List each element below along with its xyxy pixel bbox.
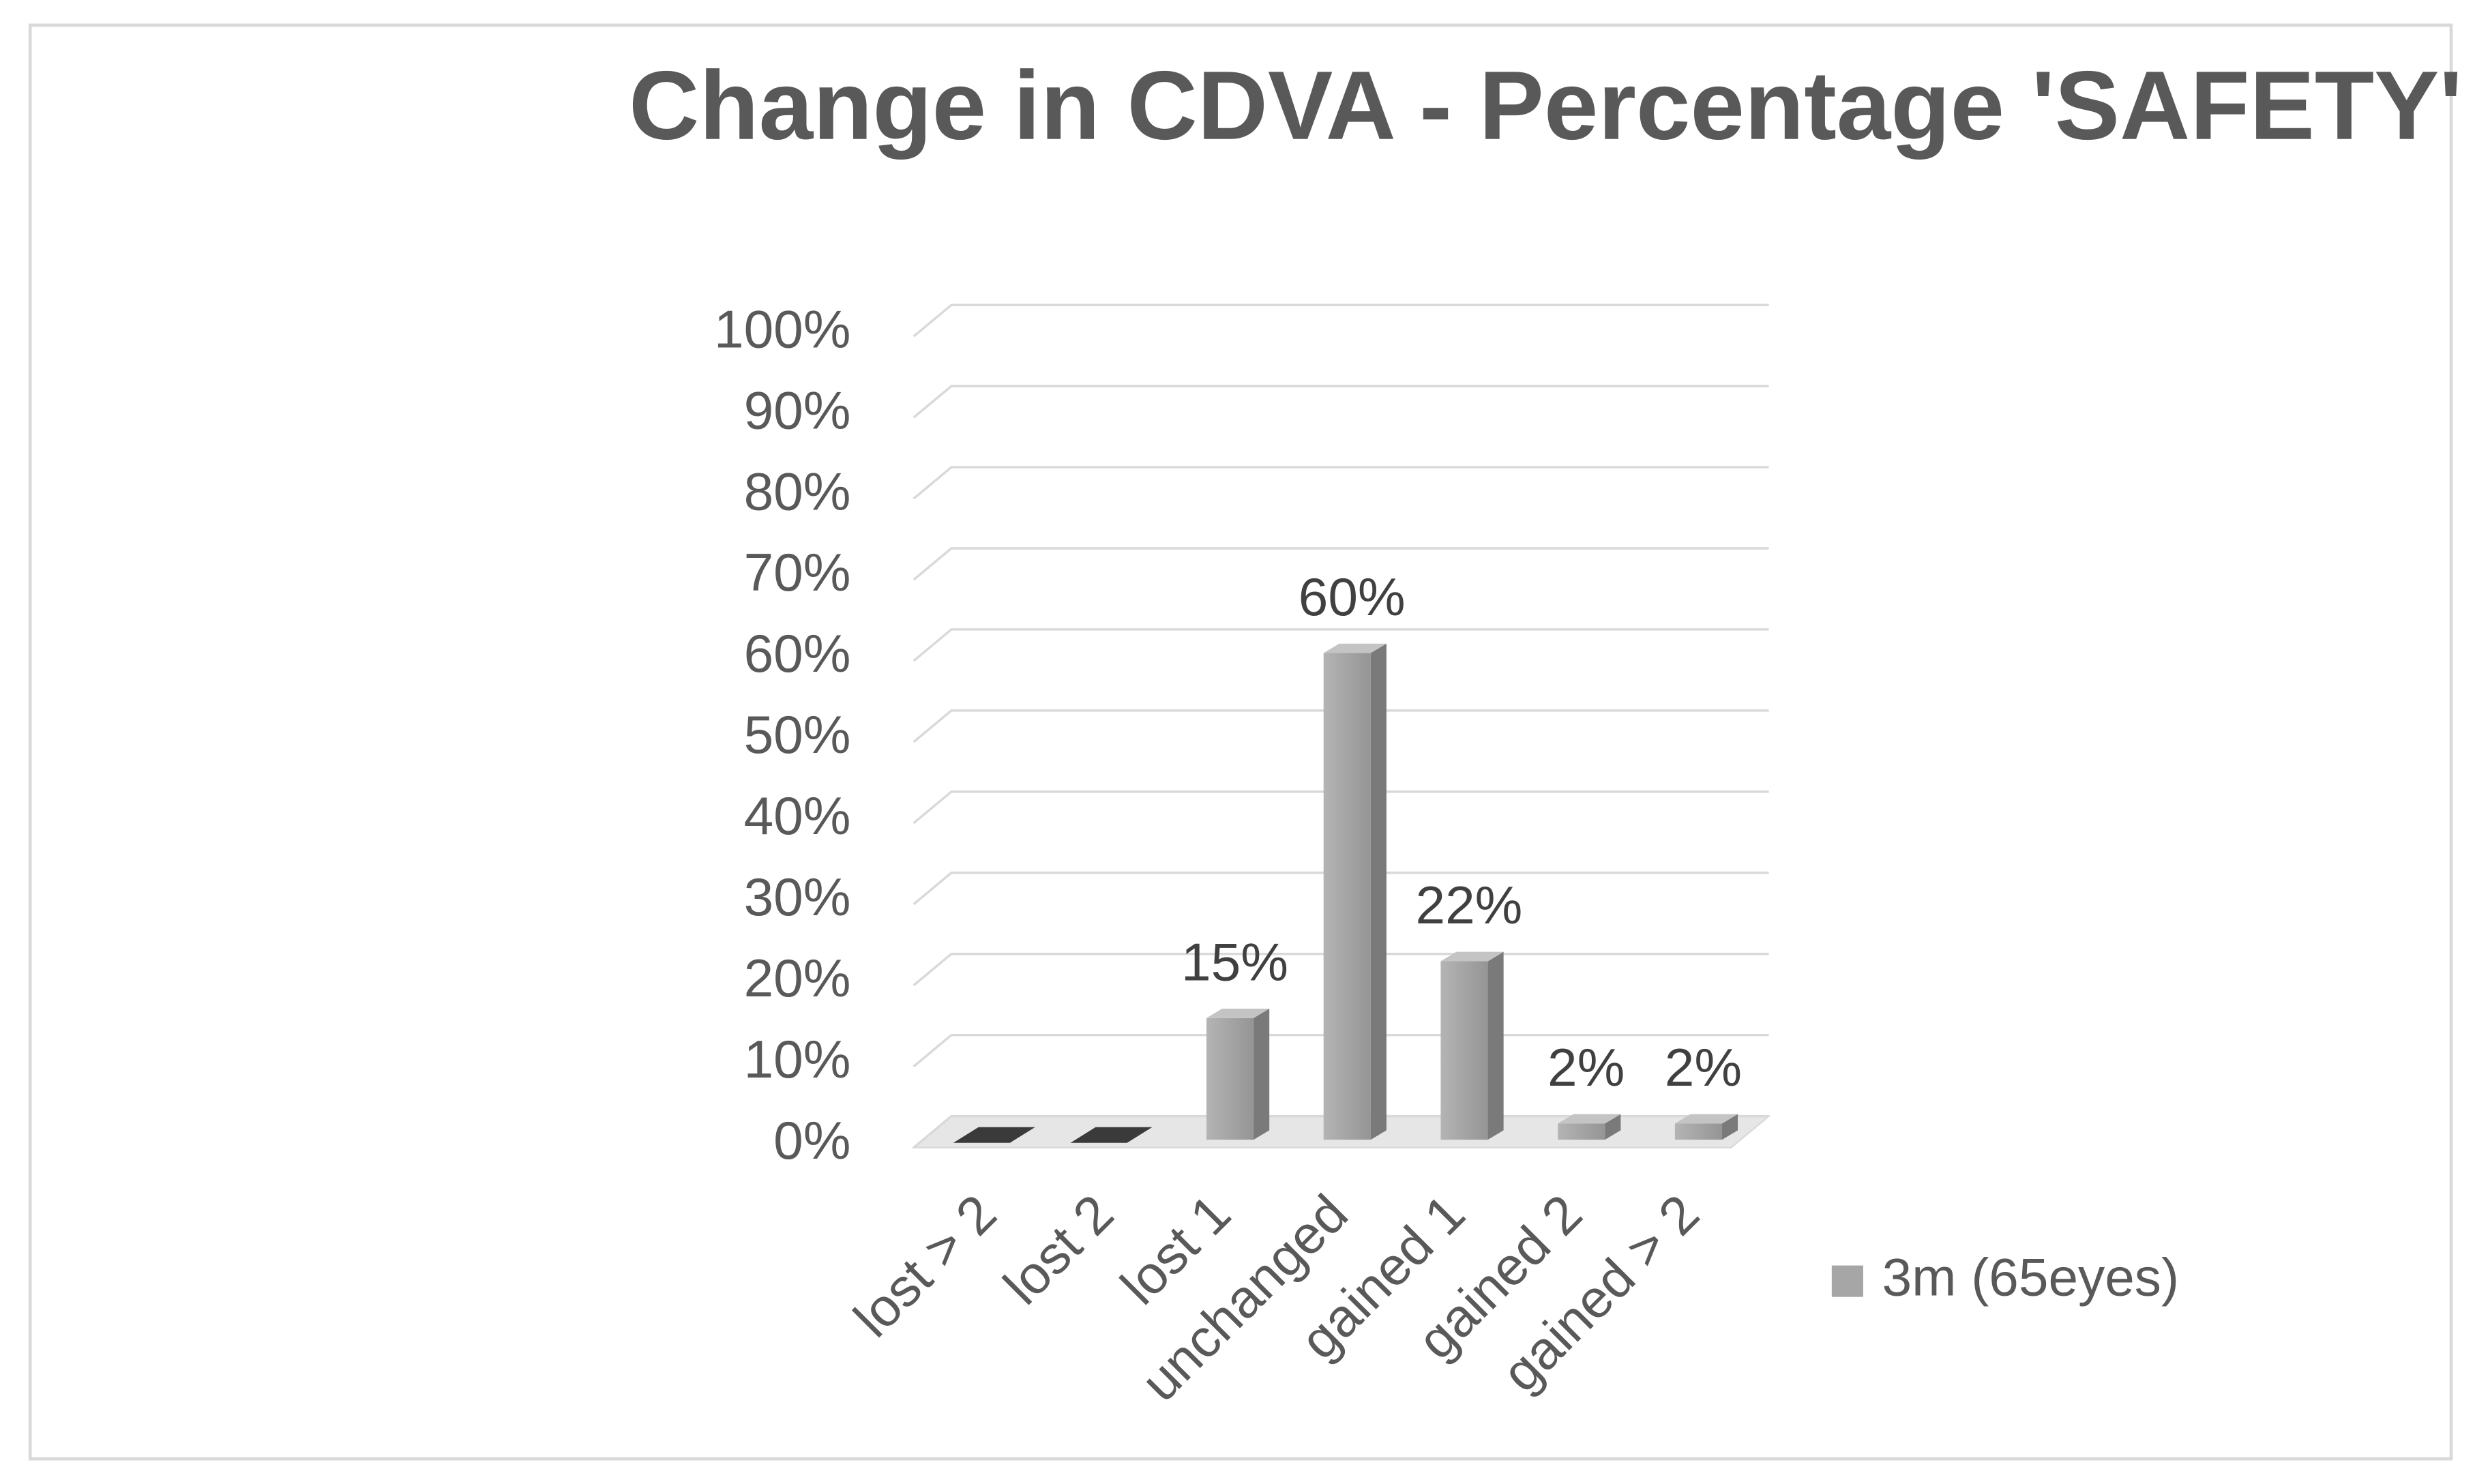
grid-line [913, 466, 1769, 500]
y-tick-label: 30% [744, 867, 851, 927]
bar [1070, 1127, 1153, 1143]
bar-top [1674, 1114, 1738, 1124]
bar-side [1722, 1114, 1738, 1140]
bar-top [1323, 643, 1387, 653]
y-tick-label: 20% [744, 948, 851, 1008]
bar-side [1254, 1008, 1270, 1140]
legend-label: 3m (65eyes) [1882, 1247, 2180, 1307]
y-tick-label: 80% [744, 461, 851, 521]
bar-front [1558, 1123, 1605, 1140]
bar-front [1674, 1123, 1723, 1140]
bar [953, 1127, 1035, 1143]
bar [1674, 1114, 1738, 1140]
y-tick-label: 10% [744, 1029, 851, 1089]
legend-swatch [1831, 1265, 1863, 1297]
bar [1558, 1114, 1621, 1140]
bar [1440, 951, 1504, 1140]
grid-line [913, 628, 1769, 662]
grid-line [913, 385, 1769, 419]
data-label: 22% [1416, 875, 1523, 935]
y-tick-label: 0% [773, 1110, 850, 1170]
bar-side [1605, 1114, 1621, 1140]
bar-front [1206, 1018, 1254, 1140]
grid-line [913, 547, 1769, 581]
chart-border [28, 23, 2453, 1461]
grid-line [913, 872, 1769, 906]
y-tick-label: 40% [744, 786, 851, 846]
bar-top [1206, 1008, 1270, 1018]
y-tick-label: 100% [714, 299, 850, 359]
bar-front [1440, 961, 1488, 1140]
bar [1323, 643, 1387, 1140]
data-label: 60% [1299, 567, 1406, 627]
y-tick-label: 90% [744, 380, 851, 440]
grid-line [913, 790, 1769, 825]
chart-title: Change in CDVA - Percentage 'SAFETY' [629, 52, 2462, 160]
bar-top [1070, 1127, 1153, 1143]
bar-top [1558, 1114, 1621, 1124]
bar-side [1370, 643, 1387, 1140]
bar-top [1440, 951, 1504, 962]
grid-line [913, 709, 1769, 743]
y-tick-label: 60% [744, 623, 851, 683]
data-label: 2% [1547, 1037, 1625, 1097]
bar-top [953, 1127, 1035, 1143]
data-label: 15% [1181, 932, 1288, 992]
bar-front [1323, 653, 1371, 1140]
bar [1206, 1008, 1270, 1140]
grid-line [913, 303, 1769, 338]
y-tick-label: 50% [744, 704, 851, 765]
bar-side [1487, 951, 1504, 1140]
data-label: 2% [1665, 1037, 1742, 1097]
y-tick-label: 70% [744, 542, 851, 602]
